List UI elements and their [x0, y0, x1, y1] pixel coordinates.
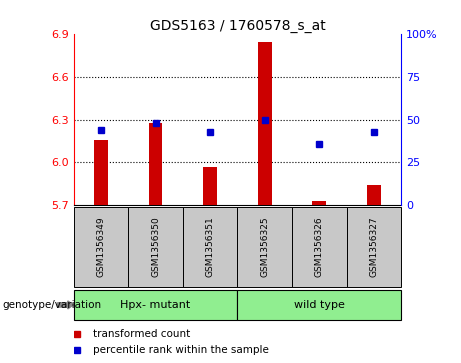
Text: GSM1356326: GSM1356326	[315, 216, 324, 277]
Bar	[347, 207, 401, 287]
Text: wild type: wild type	[294, 300, 345, 310]
Text: genotype/variation: genotype/variation	[2, 300, 101, 310]
Bar	[128, 207, 183, 287]
Bar	[94, 140, 108, 205]
Text: GSM1356325: GSM1356325	[260, 216, 269, 277]
Text: GSM1356349: GSM1356349	[96, 216, 106, 277]
Bar	[203, 167, 217, 205]
Bar	[367, 185, 381, 205]
Bar	[237, 290, 401, 319]
Bar	[313, 201, 326, 205]
Bar	[74, 290, 237, 319]
Text: percentile rank within the sample: percentile rank within the sample	[94, 345, 269, 355]
Bar	[183, 207, 237, 287]
Bar	[149, 123, 162, 205]
Title: GDS5163 / 1760578_s_at: GDS5163 / 1760578_s_at	[149, 20, 325, 33]
Text: GSM1356351: GSM1356351	[206, 216, 215, 277]
Bar	[292, 207, 347, 287]
Text: Hpx- mutant: Hpx- mutant	[120, 300, 191, 310]
Text: GSM1356350: GSM1356350	[151, 216, 160, 277]
Bar	[258, 42, 272, 205]
Text: transformed count: transformed count	[94, 329, 191, 339]
Bar	[74, 207, 128, 287]
Text: GSM1356327: GSM1356327	[369, 216, 378, 277]
Bar	[237, 207, 292, 287]
